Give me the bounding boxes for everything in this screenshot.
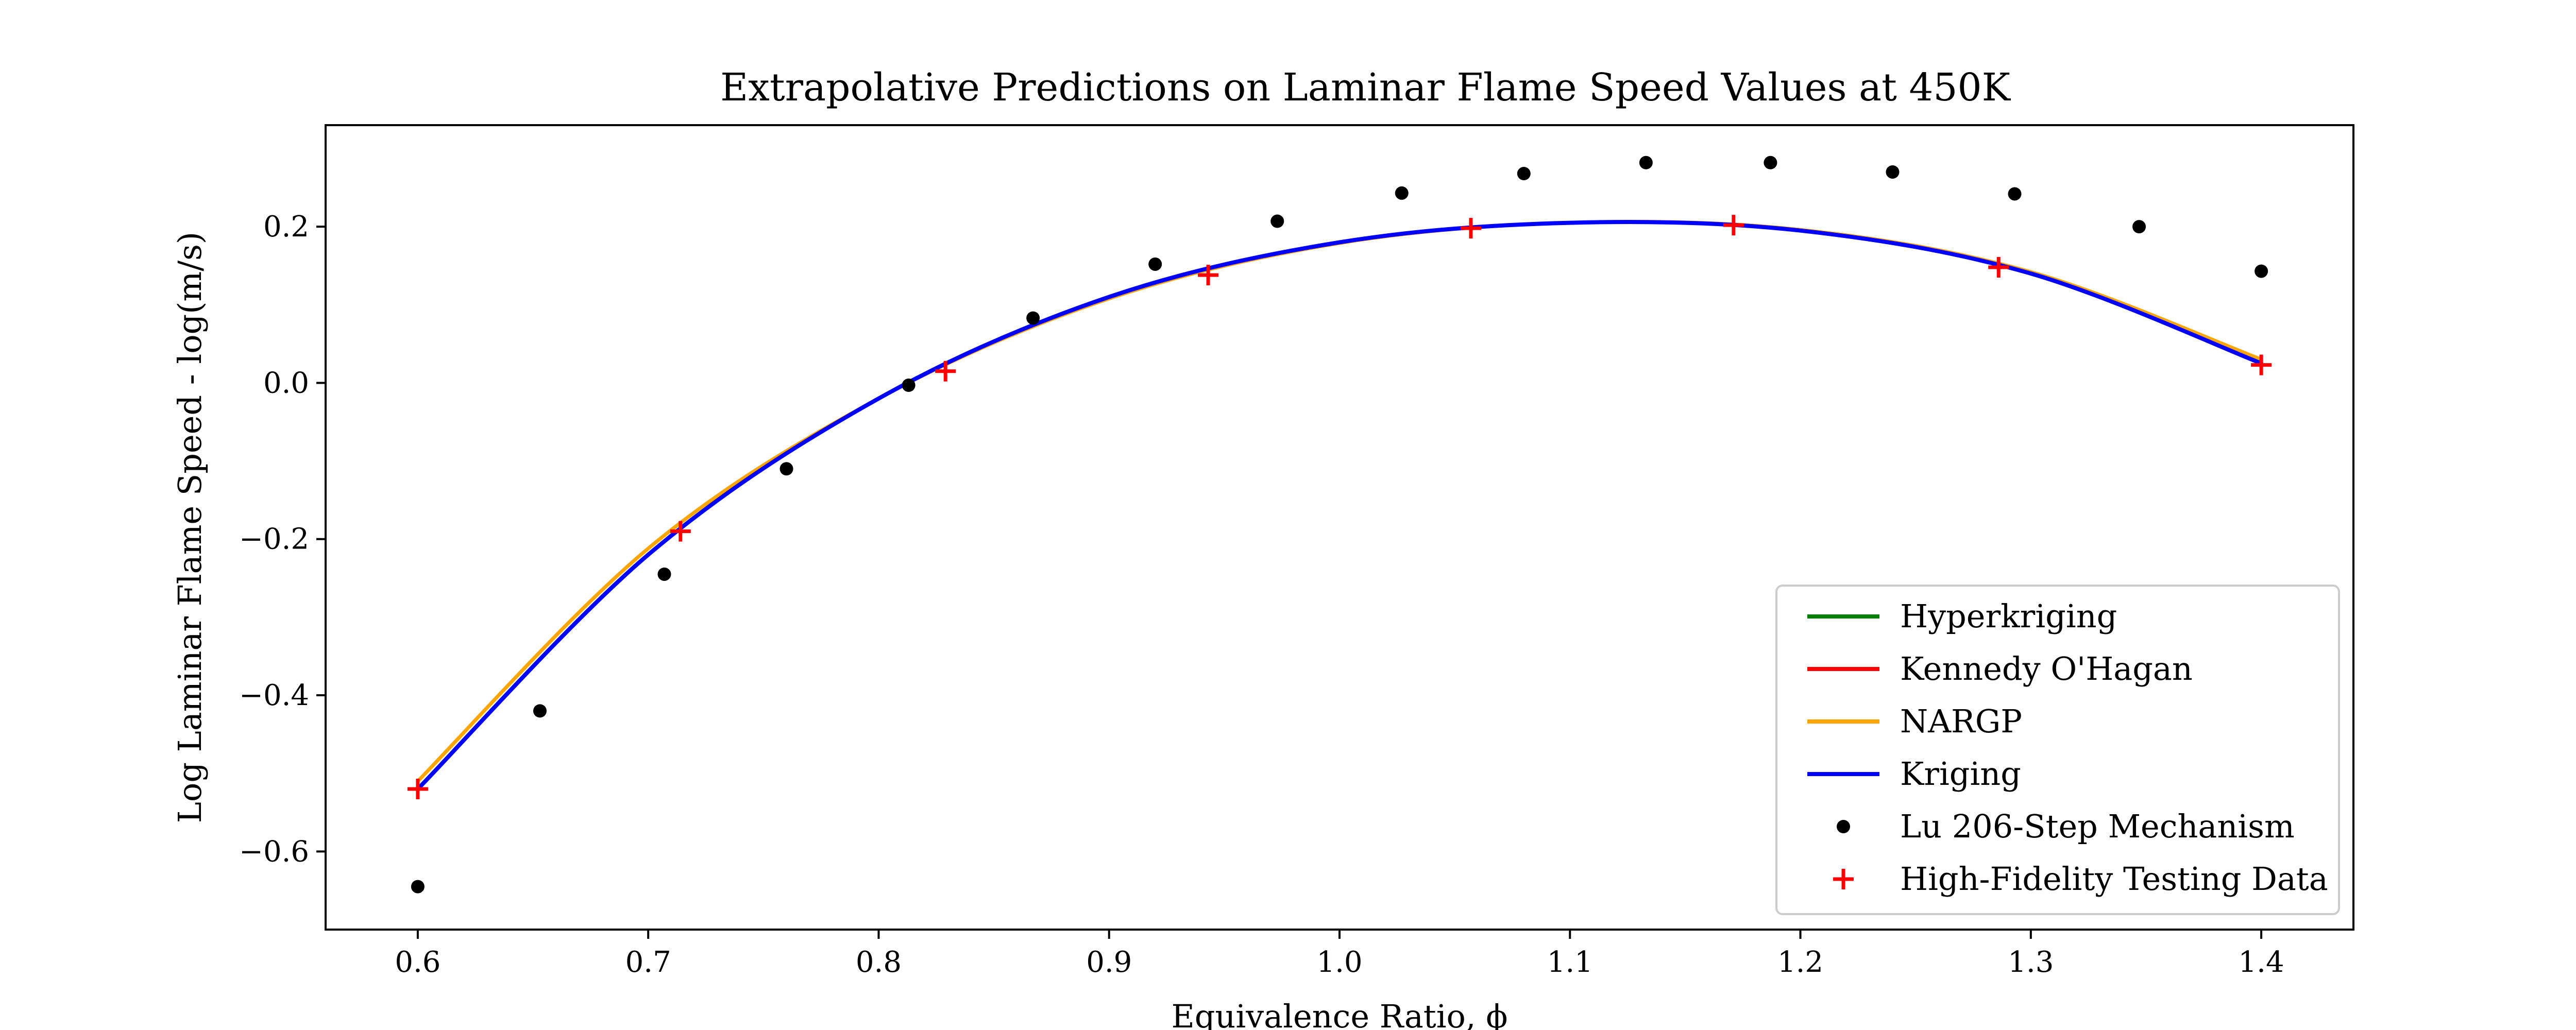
data-point-lu-mechanism [1639, 156, 1653, 169]
x-axis: 0.6 0.7 0.8 0.9 1.0 1.1 1.2 1.3 1.4 [395, 930, 2284, 979]
series-lu-206-step-mechanism [411, 156, 2268, 894]
data-point-lu-mechanism [2255, 264, 2268, 278]
data-point-high-fidelity [407, 779, 428, 800]
chart-title: Extrapolative Predictions on Laminar Fla… [720, 65, 2011, 110]
y-axis: −0.6 −0.4 −0.2 0.0 0.2 [239, 210, 326, 868]
data-point-high-fidelity [1988, 257, 2009, 278]
data-point-lu-mechanism [1270, 214, 1284, 228]
data-point-lu-mechanism [2008, 187, 2022, 201]
data-point-lu-mechanism [411, 880, 425, 894]
data-point-lu-mechanism [1395, 186, 1409, 200]
legend-label: NARGP [1900, 702, 2022, 740]
data-point-lu-mechanism [779, 462, 793, 476]
data-point-lu-mechanism [657, 567, 671, 581]
legend-entry: Lu 206-Step Mechanism [1837, 808, 2295, 845]
data-point-lu-mechanism [2132, 220, 2146, 234]
legend-entry: Hyperkriging [1807, 597, 2117, 635]
y-tick-label: 0.0 [263, 366, 309, 400]
y-tick-label: −0.6 [239, 835, 309, 868]
x-tick-label: 1.0 [1316, 946, 1362, 979]
data-point-lu-mechanism [1148, 257, 1162, 271]
x-tick-label: 1.2 [1777, 946, 1823, 979]
legend: Hyperkriging Kennedy O'Hagan NARGP Kriging L… [1775, 585, 2340, 915]
y-tick-label: −0.2 [239, 523, 309, 556]
legend-swatch [1837, 820, 1850, 833]
data-point-lu-mechanism [902, 378, 916, 392]
data-point-high-fidelity [1460, 218, 1481, 239]
legend-box [1775, 585, 2340, 915]
series-kriging [415, 220, 2264, 791]
legend-label: Hyperkriging [1900, 597, 2117, 635]
data-point-lu-mechanism [533, 704, 547, 718]
x-tick-label: 0.7 [625, 946, 671, 979]
data-point-lu-mechanism [1026, 311, 1040, 325]
data-point-high-fidelity [935, 360, 956, 382]
data-point-lu-mechanism [1517, 167, 1531, 181]
x-tick-label: 1.1 [1547, 946, 1593, 979]
data-point-high-fidelity [1723, 215, 1744, 236]
y-tick-label: −0.4 [239, 679, 309, 712]
series-line-kriging [415, 220, 2264, 791]
data-point-high-fidelity [670, 521, 691, 542]
data-point-lu-mechanism [1886, 165, 1900, 179]
legend-entry: Kriging [1807, 755, 2021, 793]
y-tick-label: 0.2 [263, 210, 309, 244]
x-tick-label: 1.4 [2239, 946, 2284, 979]
x-tick-label: 0.6 [395, 946, 440, 979]
series-high-fidelity-testing-data [407, 215, 2272, 800]
data-point-high-fidelity [1198, 265, 1219, 286]
x-tick-label: 0.8 [856, 946, 902, 979]
legend-label: Lu 206-Step Mechanism [1900, 808, 2295, 845]
series-layer [407, 156, 2272, 894]
x-tick-label: 0.9 [1086, 946, 1132, 979]
legend-entry: High-Fidelity Testing Data [1833, 860, 2328, 898]
legend-swatch [1833, 869, 1854, 889]
legend-label: Kennedy O'Hagan [1900, 650, 2193, 688]
legend-label: Kriging [1900, 755, 2021, 793]
legend-entry: Kennedy O'Hagan [1807, 650, 2193, 688]
data-point-high-fidelity [2251, 354, 2272, 375]
data-point-lu-mechanism [1764, 156, 1777, 169]
legend-entry: NARGP [1807, 702, 2022, 740]
y-axis-label: Log Laminar Flame Speed - log(m/s) [171, 232, 209, 823]
x-tick-label: 1.3 [2008, 946, 2054, 979]
x-axis-label: Equivalence Ratio, ϕ [1171, 998, 1507, 1030]
legend-label: High-Fidelity Testing Data [1900, 860, 2328, 898]
